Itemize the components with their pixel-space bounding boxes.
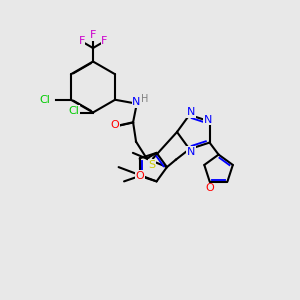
Text: F: F xyxy=(78,36,85,46)
Text: Cl: Cl xyxy=(39,95,50,105)
Text: N: N xyxy=(187,146,195,157)
Text: O: O xyxy=(135,171,144,181)
Text: N: N xyxy=(187,107,195,118)
Text: H: H xyxy=(141,94,148,103)
Text: F: F xyxy=(101,36,108,46)
Text: Cl: Cl xyxy=(69,106,80,116)
Text: N: N xyxy=(204,115,212,125)
Text: F: F xyxy=(90,30,96,40)
Text: O: O xyxy=(206,183,214,193)
Text: O: O xyxy=(111,120,119,130)
Text: N: N xyxy=(132,97,141,107)
Text: S: S xyxy=(148,160,155,170)
